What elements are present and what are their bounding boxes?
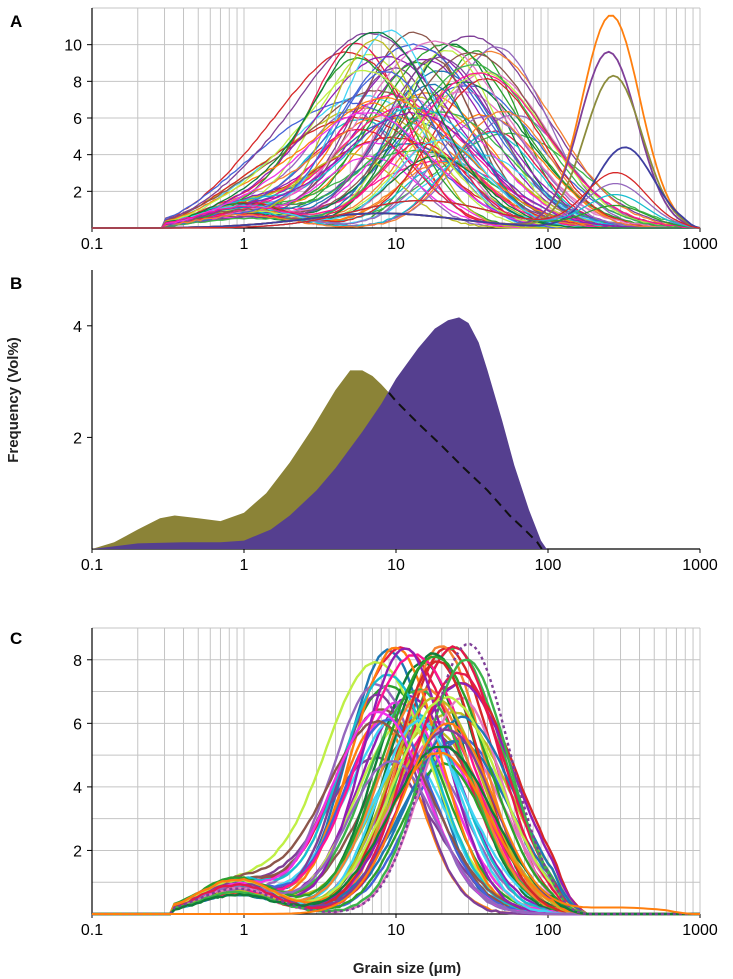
series-line [92,31,700,229]
series-group [92,642,700,916]
x-tick-label: 100 [535,557,562,574]
x-tick-label: 0.1 [81,922,103,939]
x-tick-label: 10 [387,557,405,574]
panel-c: 0.1 1 10 100 1000 2 4 6 8 [73,627,718,939]
purple-area [92,317,547,549]
series-line [92,722,700,915]
panel-letter-c: C [10,629,22,648]
y-tick-label: 2 [73,843,82,860]
x-tick-label: 1000 [682,236,718,253]
y-tick-label: 10 [64,38,82,55]
x-axis-title: Grain size (μm) [353,960,461,977]
y-tick-label: 4 [73,780,82,797]
panel-a: 0.1 1 10 100 1000 2 4 6 8 10 [64,7,718,253]
x-tick-label: 1 [240,922,249,939]
y-axis-title: Frequency (Vol%) [5,337,22,463]
series-line [92,745,700,916]
series-line [92,64,701,229]
x-tick-label: 0.1 [81,236,103,253]
series-line [92,171,701,229]
x-tick-label: 100 [535,236,562,253]
dashed-olive-tail-line [388,392,543,550]
y-tick-label: 4 [73,148,82,165]
y-tick-label: 2 [73,184,82,201]
series-group [92,14,701,229]
x-tick-label: 10 [387,922,405,939]
panel-letter-a: A [10,12,22,31]
y-tick-label: 6 [73,111,82,128]
series-line [92,72,701,229]
y-tick-label: 4 [73,319,82,336]
y-tick-label: 2 [73,430,82,447]
panel-letter-b: B [10,274,22,293]
y-tick-label: 6 [73,716,82,733]
y-tick-label: 8 [73,74,82,91]
x-tick-label: 10 [387,236,405,253]
x-tick-label: 100 [535,922,562,939]
x-tick-label: 1000 [682,557,718,574]
x-tick-label: 1 [240,557,249,574]
x-tick-label: 1 [240,236,249,253]
panel-b: 0.1 1 10 100 1000 2 4 [73,270,718,574]
y-tick-label: 8 [73,653,82,670]
x-tick-label: 0.1 [81,557,103,574]
series-line [92,110,700,229]
x-tick-label: 1000 [682,922,718,939]
